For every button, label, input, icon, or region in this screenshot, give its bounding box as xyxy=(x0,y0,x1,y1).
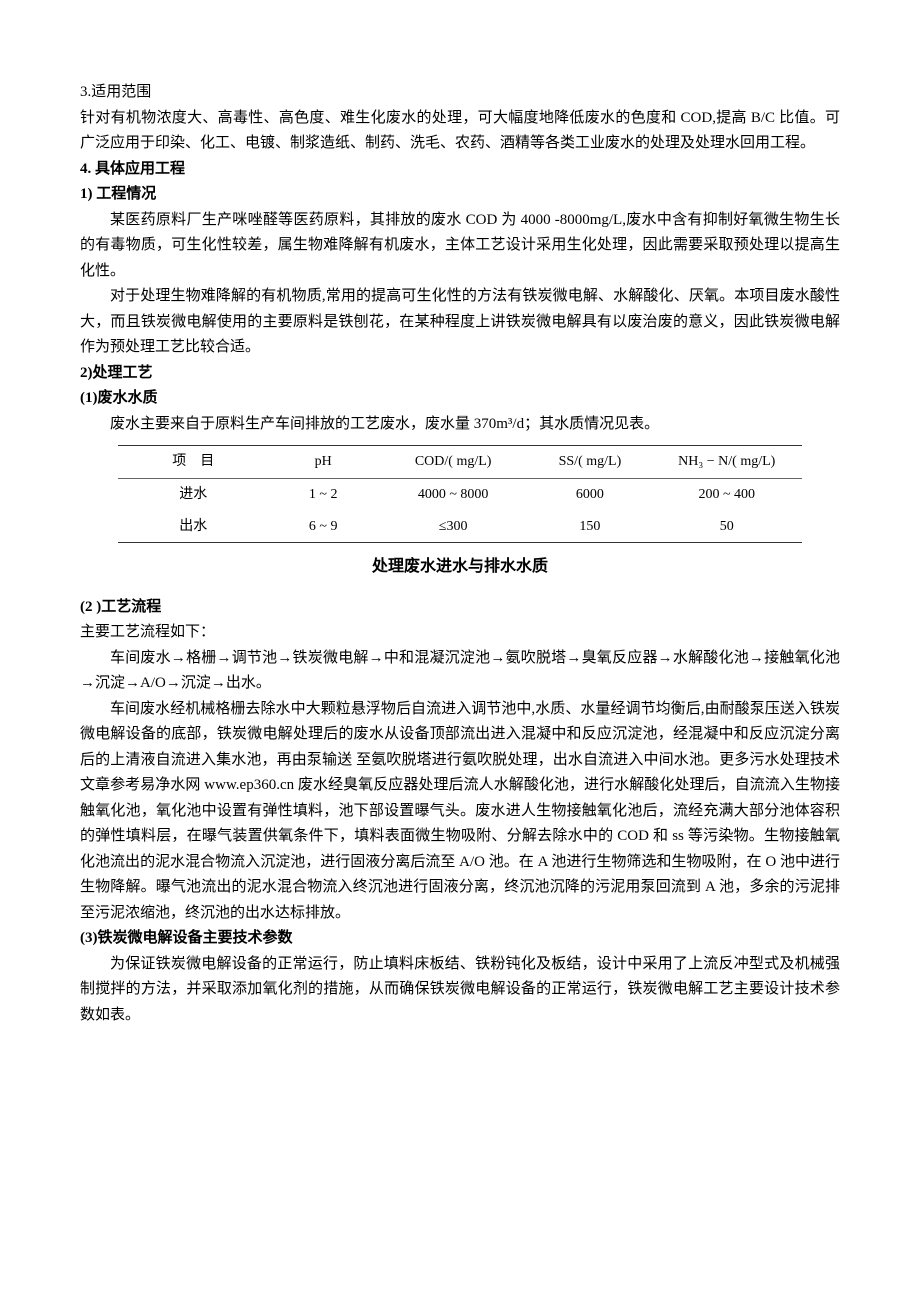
table-header-cell: pH xyxy=(268,446,377,479)
table-header-cell: COD/( mg/L) xyxy=(378,446,528,479)
table-row: 出水 6 ~ 9 ≤300 150 50 xyxy=(118,511,802,543)
water-quality-table: 项 目 pH COD/( mg/L) SS/( mg/L) NH₃ − N/( … xyxy=(118,445,802,543)
table-cell: 出水 xyxy=(118,511,268,543)
table-cell: 150 xyxy=(528,511,651,543)
table-header-row: 项 目 pH COD/( mg/L) SS/( mg/L) NH₃ − N/( … xyxy=(118,446,802,479)
table-header-cell: SS/( mg/L) xyxy=(528,446,651,479)
section-params-p1: 为保证铁炭微电解设备的正常运行，防止填料床板结、铁粉钝化及板结，设计中采用了上流… xyxy=(80,952,840,1029)
section-flow-intro: 主要工艺流程如下： xyxy=(80,620,840,646)
table-header-cell: 项 目 xyxy=(118,446,268,479)
section4-sub1-heading: 1) 工程情况 xyxy=(80,182,840,208)
section4-heading: 4. 具体应用工程 xyxy=(80,157,840,183)
section-params-heading: (3)铁炭微电解设备主要技术参数 xyxy=(80,926,840,952)
table-caption: 处理废水进水与排水水质 xyxy=(80,553,840,580)
section4-sub2-1-p1: 废水主要来自于原料生产车间排放的工艺废水，废水量 370m³/d；其水质情况见表… xyxy=(80,412,840,438)
table-cell: 200 ~ 400 xyxy=(651,478,802,510)
table-cell: 4000 ~ 8000 xyxy=(378,478,528,510)
section3-body: 针对有机物浓度大、高毒性、高色度、难生化废水的处理，可大幅度地降低废水的色度和 … xyxy=(80,106,840,157)
table-header-cell: NH₃ − N/( mg/L) xyxy=(651,446,802,479)
section3-heading: 3.适用范围 xyxy=(80,80,840,106)
table-cell: 1 ~ 2 xyxy=(268,478,377,510)
table-cell: 进水 xyxy=(118,478,268,510)
section4-sub1-p1: 某医药原料厂生产咪唑醛等医药原料，其排放的废水 COD 为 4000 -8000… xyxy=(80,208,840,285)
table-cell: ≤300 xyxy=(378,511,528,543)
section-flow-p2: 车间废水经机械格栅去除水中大颗粒悬浮物后自流进入调节池中,水质、水量经调节均衡后… xyxy=(80,697,840,927)
section4-sub2-heading: 2)处理工艺 xyxy=(80,361,840,387)
section4-sub2-1-heading: (1)废水水质 xyxy=(80,386,840,412)
table-cell: 6 ~ 9 xyxy=(268,511,377,543)
table-row: 进水 1 ~ 2 4000 ~ 8000 6000 200 ~ 400 xyxy=(118,478,802,510)
section-flow-p1: 车间废水→格栅→调节池→铁炭微电解→中和混凝沉淀池→氨吹脱塔→臭氧反应器→水解酸… xyxy=(80,646,840,697)
table-cell: 50 xyxy=(651,511,802,543)
section-flow-heading: (2 )工艺流程 xyxy=(80,595,840,621)
table-cell: 6000 xyxy=(528,478,651,510)
section4-sub1-p2: 对于处理生物难降解的有机物质,常用的提高可生化性的方法有铁炭微电解、水解酸化、厌… xyxy=(80,284,840,361)
